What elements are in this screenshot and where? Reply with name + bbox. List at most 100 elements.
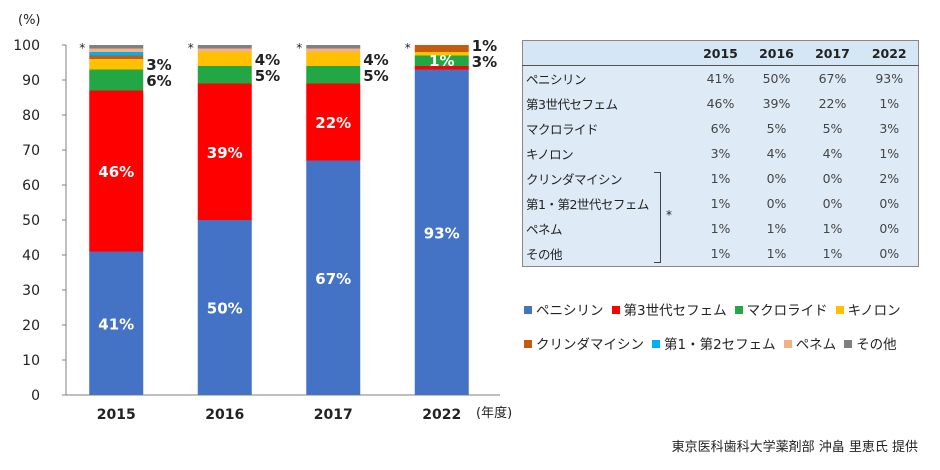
table-header-year: 2017 — [804, 40, 861, 66]
legend-label: ペニシリン — [536, 303, 604, 319]
table-cell: 0% — [860, 216, 919, 241]
table-bracket — [654, 172, 661, 263]
data-label: 5% — [255, 67, 280, 85]
legend-swatch — [524, 340, 532, 348]
table-cell: 0% — [748, 191, 805, 216]
bar-segment — [306, 52, 361, 66]
data-label: 67% — [315, 270, 351, 288]
credit-text: 東京医科歯科大学薬剤部 沖畠 里恵氏 提供 — [671, 440, 918, 455]
legend-swatch — [611, 306, 620, 314]
table-row: ペニシリン 41% 50% 67% 93% — [522, 65, 919, 91]
table-cell: 3% — [860, 116, 919, 141]
table-row-label: マクロライド — [522, 116, 671, 141]
table-cell: 1% — [748, 216, 805, 241]
table-mark-cell — [670, 116, 693, 141]
bar-segment — [414, 69, 469, 395]
bar-segment — [197, 48, 252, 52]
table-mark-cell — [670, 65, 693, 91]
data-label: 4% — [363, 51, 388, 69]
table-mark-cell — [670, 141, 693, 166]
data-label: 6% — [146, 72, 171, 90]
table-cell: 93% — [860, 65, 919, 91]
table-row: ペネム 1% 1% 1% 0% — [522, 216, 919, 241]
table-row: 第1・第2世代セフェム 1% 0% 0% 0% — [522, 191, 919, 216]
table-cell: 1% — [692, 216, 749, 241]
table-cell: 0% — [860, 241, 919, 267]
table-cell: 1% — [692, 191, 749, 216]
x-tick-label: 2022 — [422, 407, 461, 423]
table-row: マクロライド 6% 5% 5% 3% — [522, 116, 919, 141]
table-cell: 3% — [692, 141, 749, 166]
data-label: 93% — [424, 224, 460, 242]
legend-item: ペネム — [783, 328, 836, 362]
table-row-label: 第1・第2世代セフェム — [522, 191, 671, 216]
y-tick-label: 70 — [22, 143, 40, 159]
bar-segment — [89, 90, 144, 252]
y-tick-label: 30 — [22, 283, 40, 299]
table-cell: 22% — [804, 91, 861, 116]
data-label: 5% — [363, 67, 388, 85]
table-row-label: クリンダマイシン — [522, 166, 671, 191]
y-tick-label: 60 — [22, 178, 40, 194]
asterisk-mark: * — [188, 41, 194, 55]
table-mark-cell — [670, 166, 693, 191]
table-cell: 67% — [804, 65, 861, 91]
bar-segment — [197, 52, 252, 66]
table-cell: 1% — [804, 216, 861, 241]
bar-segment — [197, 83, 252, 220]
table-row: 第3世代セフェム 46% 39% 22% 1% — [522, 91, 919, 116]
legend-swatch — [783, 340, 792, 348]
data-label: 3% — [472, 53, 497, 71]
legend-swatch — [835, 306, 844, 314]
table-cell: 5% — [748, 116, 805, 141]
table-cell: 0% — [804, 166, 861, 191]
x-axis-label: (年度) — [476, 405, 512, 421]
bar-segment — [306, 48, 361, 52]
bar-segment — [197, 45, 252, 49]
table-cell: 39% — [748, 91, 805, 116]
table-cell: 46% — [692, 91, 749, 116]
legend-item: キノロン — [835, 294, 901, 328]
legend-label: その他 — [856, 337, 897, 353]
x-tick-label: 2017 — [314, 407, 353, 423]
y-tick-label: 90 — [22, 73, 40, 89]
table-header-blank-mark — [670, 40, 693, 66]
legend-item: 第1・第2セフェム — [652, 328, 776, 362]
data-label: 22% — [315, 114, 351, 132]
table-row-label: キノロン — [522, 141, 671, 166]
stacked-bar-chart: 0 10 20 30 40 50 60 70 80 90 100 (%) (年度) 2015 * 2016 * 2… — [13, 13, 512, 423]
data-label: 50% — [207, 300, 243, 318]
table-cell: 0% — [804, 191, 861, 216]
data-label: 4% — [255, 51, 280, 69]
y-axis-label: (%) — [18, 13, 41, 28]
table-header-year: 2022 — [860, 40, 919, 66]
table-row-label: 第3世代セフェム — [522, 91, 671, 116]
y-tick-label: 50 — [22, 213, 40, 229]
table-row: その他 1% 1% 1% 0% — [522, 241, 919, 267]
data-label: 1% — [429, 52, 454, 70]
bar-segment — [306, 45, 361, 49]
table-mark-cell — [670, 191, 693, 216]
chart-legend: ペニシリン 第3世代セフェム マクロライド キノロンクリンダマイシン 第1・第2セフェム… — [524, 294, 924, 362]
table-cell: 5% — [804, 116, 861, 141]
bar-segment — [89, 55, 144, 59]
bar-segment — [89, 48, 144, 52]
data-table: 2015 2016 2017 2022 ペニシリン 41% 50% 67% 93% 第3世… — [522, 40, 919, 267]
y-tick-label: 40 — [22, 248, 40, 264]
legend-label: クリンダマイシン — [536, 337, 644, 353]
table-cell: 50% — [748, 65, 805, 91]
legend-item: クリンダマイシン — [524, 328, 644, 362]
table-mark-cell — [670, 241, 693, 267]
bar-segment — [89, 45, 144, 49]
data-label: 41% — [98, 315, 134, 333]
table-cell: 0% — [748, 166, 805, 191]
table-cell: 1% — [860, 91, 919, 116]
legend-item: マクロライド — [734, 294, 828, 328]
table-cell: 1% — [692, 166, 749, 191]
table-row: キノロン 3% 4% 4% 1% — [522, 141, 919, 166]
y-tick-label: 10 — [22, 353, 40, 369]
legend-item: 第3世代セフェム — [611, 294, 727, 328]
table-header-year: 2016 — [748, 40, 805, 66]
y-tick-label: 20 — [22, 318, 40, 334]
x-tick-label: 2015 — [97, 407, 136, 423]
